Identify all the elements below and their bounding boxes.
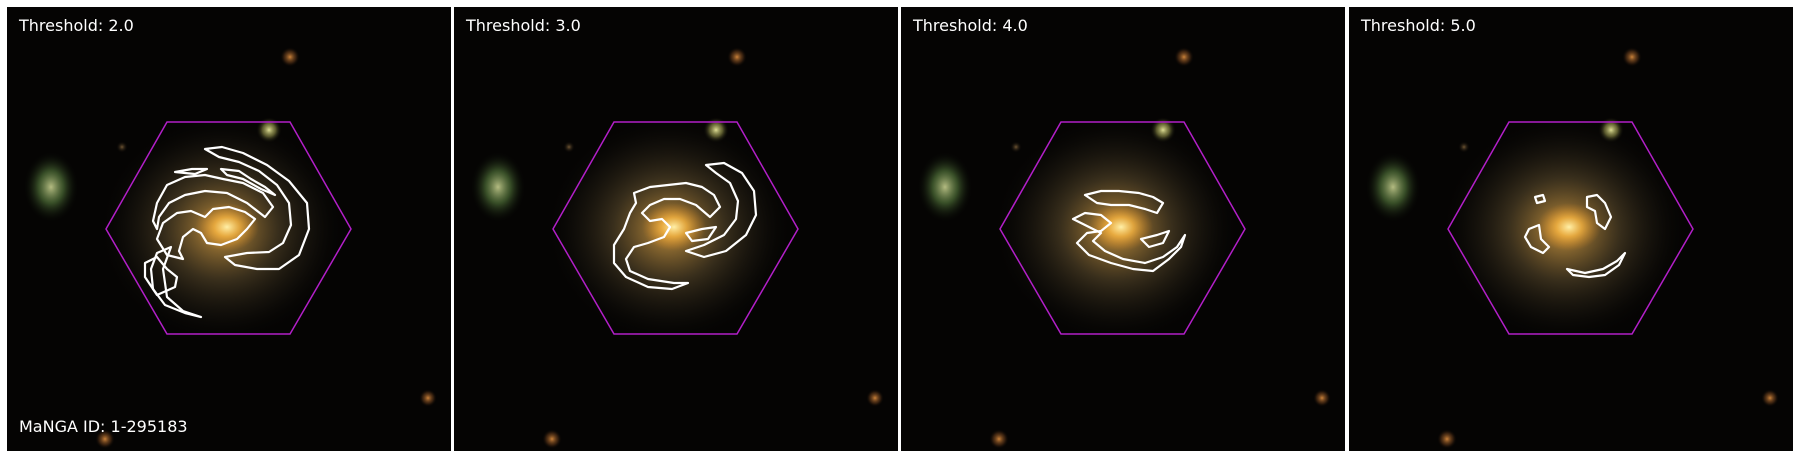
background-source bbox=[1313, 389, 1331, 407]
spiral-arm-contour bbox=[684, 161, 758, 259]
neighbor-galaxy bbox=[470, 151, 526, 223]
spiral-arm-contour bbox=[1139, 229, 1171, 249]
spiral-arm-contour bbox=[173, 167, 209, 176]
threshold-label: Threshold: 3.0 bbox=[466, 16, 581, 35]
spiral-arm-contour bbox=[203, 145, 311, 271]
spiral-arm-contour bbox=[149, 245, 203, 319]
ifu-hexagon bbox=[552, 121, 799, 335]
threshold-label: Threshold: 5.0 bbox=[1361, 16, 1476, 35]
background-source bbox=[116, 141, 128, 153]
ifu-hexagon bbox=[105, 121, 352, 335]
threshold-panel-1: Threshold: 2.0 MaNGA ID: 1-295183 bbox=[7, 7, 451, 451]
background-source bbox=[542, 429, 562, 449]
neighbor-galaxy bbox=[1365, 151, 1421, 223]
spiral-arm-contour bbox=[684, 225, 718, 243]
spiral-arm-contour bbox=[1083, 189, 1165, 215]
galaxy-bulge bbox=[1089, 203, 1153, 251]
spiral-arm-contour bbox=[1585, 193, 1613, 231]
spiral-arm-contour bbox=[1523, 223, 1551, 255]
spiral-arm-contour bbox=[612, 181, 722, 291]
spiral-contours bbox=[1523, 193, 1627, 279]
background-source bbox=[989, 429, 1009, 449]
spiral-contours bbox=[612, 161, 758, 291]
spiral-contours bbox=[143, 145, 311, 319]
background-source bbox=[866, 389, 884, 407]
background-source bbox=[95, 429, 115, 449]
spiral-arm-contour bbox=[155, 205, 257, 261]
manga-id-label: MaNGA ID: 1-295183 bbox=[19, 417, 188, 436]
threshold-panel-2: Threshold: 3.0 bbox=[454, 7, 898, 451]
spiral-arm-contour bbox=[1533, 193, 1547, 205]
background-source bbox=[1010, 141, 1022, 153]
neighbor-galaxy bbox=[23, 151, 79, 223]
galaxy-image bbox=[901, 7, 1345, 451]
background-source bbox=[563, 141, 575, 153]
galaxy-image bbox=[7, 7, 451, 451]
threshold-label: Threshold: 4.0 bbox=[913, 16, 1028, 35]
galaxy-bulge bbox=[642, 203, 706, 251]
galaxy-image bbox=[1349, 7, 1793, 451]
neighbor-galaxy bbox=[917, 151, 973, 223]
galaxy-bulge bbox=[195, 203, 259, 251]
threshold-label: Threshold: 2.0 bbox=[19, 16, 134, 35]
ifu-hexagon bbox=[1447, 121, 1694, 335]
galaxy-image bbox=[454, 7, 898, 451]
spiral-arm-contour bbox=[1565, 251, 1627, 279]
background-source bbox=[1622, 47, 1642, 67]
spiral-contours bbox=[1071, 189, 1187, 273]
background-source bbox=[1761, 389, 1779, 407]
ifu-hexagon bbox=[999, 121, 1246, 335]
background-source bbox=[1174, 47, 1194, 67]
spiral-arm-contour bbox=[1071, 211, 1187, 273]
spiral-arm-contour bbox=[151, 173, 275, 231]
background-source bbox=[727, 47, 747, 67]
background-source bbox=[1458, 141, 1470, 153]
spiral-arm-contour bbox=[219, 167, 277, 197]
threshold-panel-3: Threshold: 4.0 bbox=[901, 7, 1345, 451]
threshold-panel-4: Threshold: 5.0 bbox=[1349, 7, 1793, 451]
background-source bbox=[419, 389, 437, 407]
background-source bbox=[280, 47, 300, 67]
background-source bbox=[1437, 429, 1457, 449]
galaxy-bulge bbox=[1537, 203, 1601, 251]
